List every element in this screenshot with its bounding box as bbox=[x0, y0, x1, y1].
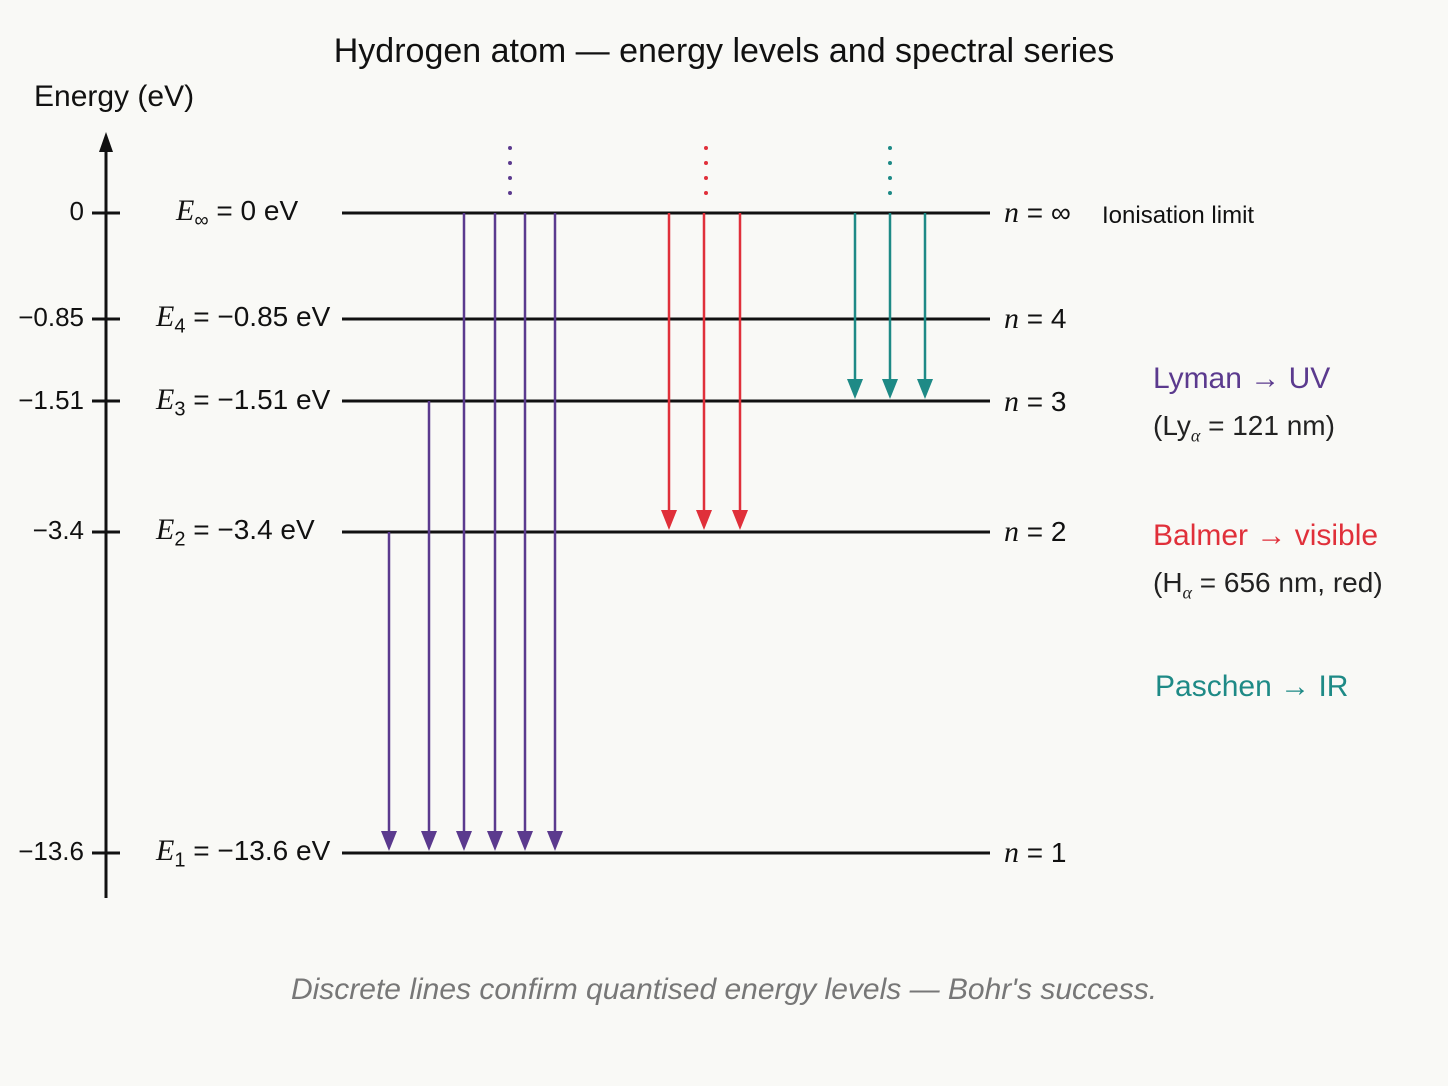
arrowhead-balmer-0 bbox=[661, 510, 677, 530]
arrowhead-balmer-2 bbox=[732, 510, 748, 530]
continuation-dot-paschen-0 bbox=[888, 146, 892, 150]
n-label-1: n = 1 bbox=[1004, 836, 1067, 869]
energy-axis-arrowhead bbox=[99, 132, 113, 152]
continuation-dot-paschen-3 bbox=[888, 191, 892, 195]
arrowhead-lyman-5 bbox=[547, 831, 563, 851]
continuation-dot-lyman-1 bbox=[508, 161, 512, 165]
continuation-dot-paschen-2 bbox=[888, 176, 892, 180]
legend-balmer-note: (Hα = 656 nm, red) bbox=[1153, 567, 1383, 603]
tick-label-4: −13.6 bbox=[18, 836, 84, 866]
continuation-dot-lyman-2 bbox=[508, 176, 512, 180]
y-axis-label: Energy (eV) bbox=[34, 80, 195, 113]
energy-label-2: E2 = −3.4 eV bbox=[156, 513, 315, 551]
continuation-dot-balmer-2 bbox=[704, 176, 708, 180]
caption: Discrete lines confirm quantised energy … bbox=[290, 973, 1158, 1006]
arrowhead-lyman-4 bbox=[517, 831, 533, 851]
continuation-dot-balmer-0 bbox=[704, 146, 708, 150]
tick-label-3: −3.4 bbox=[32, 515, 84, 545]
arrowhead-lyman-0 bbox=[381, 831, 397, 851]
tick-label-0: 0 bbox=[69, 196, 84, 226]
energy-label-inf: E∞ = 0 eV bbox=[176, 194, 299, 232]
arrowhead-paschen-2 bbox=[917, 379, 933, 399]
n-label-inf: n = ∞ bbox=[1004, 196, 1071, 229]
ionisation-limit-label: Ionisation limit bbox=[1102, 202, 1255, 229]
n-label-4: n = 4 bbox=[1004, 302, 1067, 335]
energy-label-1: E1 = −13.6 eV bbox=[156, 834, 331, 872]
continuation-dot-lyman-3 bbox=[508, 191, 512, 195]
energy-label-4: E4 = −0.85 eV bbox=[156, 300, 331, 338]
arrowhead-lyman-3 bbox=[487, 831, 503, 851]
continuation-dot-balmer-1 bbox=[704, 161, 708, 165]
diagram-title: Hydrogen atom — energy levels and spectr… bbox=[333, 32, 1115, 70]
arrowhead-paschen-0 bbox=[847, 379, 863, 399]
legend-paschen: Paschen → IR bbox=[1155, 670, 1349, 703]
n-label-3: n = 3 bbox=[1004, 385, 1067, 418]
arrowhead-lyman-1 bbox=[421, 831, 437, 851]
arrowhead-balmer-1 bbox=[696, 510, 712, 530]
legend-lyman: Lyman → UV bbox=[1153, 362, 1331, 395]
arrowhead-paschen-1 bbox=[882, 379, 898, 399]
n-label-2: n = 2 bbox=[1004, 515, 1067, 548]
continuation-dot-lyman-0 bbox=[508, 146, 512, 150]
arrowhead-lyman-2 bbox=[456, 831, 472, 851]
energy-label-3: E3 = −1.51 eV bbox=[156, 383, 331, 421]
legend-balmer: Balmer → visible bbox=[1153, 519, 1379, 552]
tick-label-2: −1.51 bbox=[18, 385, 84, 415]
tick-label-1: −0.85 bbox=[18, 302, 84, 332]
legend-lyman-note: (Lyα = 121 nm) bbox=[1153, 410, 1335, 446]
continuation-dot-balmer-3 bbox=[704, 191, 708, 195]
continuation-dot-paschen-1 bbox=[888, 161, 892, 165]
